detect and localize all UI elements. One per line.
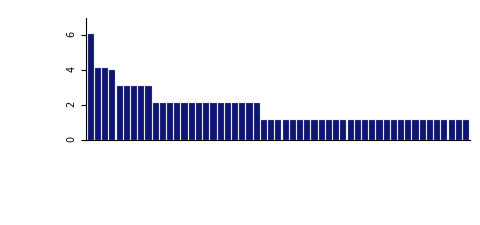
Bar bbox=[145, 86, 152, 140]
Bar bbox=[276, 120, 281, 140]
Bar bbox=[261, 120, 267, 140]
Bar bbox=[391, 120, 397, 140]
Bar bbox=[95, 68, 101, 140]
Bar bbox=[319, 120, 325, 140]
Bar bbox=[217, 103, 224, 140]
Bar bbox=[412, 120, 419, 140]
Bar bbox=[405, 120, 411, 140]
Bar bbox=[203, 103, 209, 140]
Bar bbox=[384, 120, 390, 140]
Bar bbox=[312, 120, 318, 140]
Bar bbox=[117, 86, 123, 140]
Bar bbox=[253, 103, 260, 140]
Bar bbox=[239, 103, 245, 140]
Bar bbox=[138, 86, 144, 140]
Bar bbox=[232, 103, 238, 140]
Bar bbox=[376, 120, 383, 140]
Bar bbox=[362, 120, 368, 140]
Bar bbox=[398, 120, 404, 140]
Bar bbox=[160, 103, 166, 140]
Bar bbox=[131, 86, 137, 140]
Bar bbox=[283, 120, 288, 140]
Bar bbox=[326, 120, 332, 140]
Bar bbox=[167, 103, 173, 140]
Bar bbox=[340, 120, 347, 140]
Bar bbox=[333, 120, 339, 140]
Bar bbox=[369, 120, 375, 140]
Bar bbox=[348, 120, 354, 140]
Bar bbox=[434, 120, 440, 140]
Bar bbox=[463, 120, 469, 140]
Bar bbox=[174, 103, 180, 140]
Bar bbox=[153, 103, 159, 140]
Bar bbox=[297, 120, 303, 140]
Bar bbox=[456, 120, 462, 140]
Bar bbox=[268, 120, 274, 140]
Bar bbox=[290, 120, 296, 140]
Bar bbox=[124, 86, 130, 140]
Bar bbox=[427, 120, 433, 140]
Bar bbox=[210, 103, 216, 140]
Bar bbox=[196, 103, 202, 140]
Bar bbox=[181, 103, 188, 140]
Bar bbox=[420, 120, 426, 140]
Bar bbox=[189, 103, 195, 140]
Bar bbox=[449, 120, 455, 140]
Bar bbox=[102, 68, 108, 140]
Bar bbox=[225, 103, 231, 140]
Bar bbox=[441, 120, 447, 140]
Bar bbox=[109, 70, 116, 140]
Bar bbox=[304, 120, 311, 140]
Bar bbox=[246, 103, 252, 140]
Bar bbox=[355, 120, 361, 140]
Bar bbox=[88, 34, 94, 140]
